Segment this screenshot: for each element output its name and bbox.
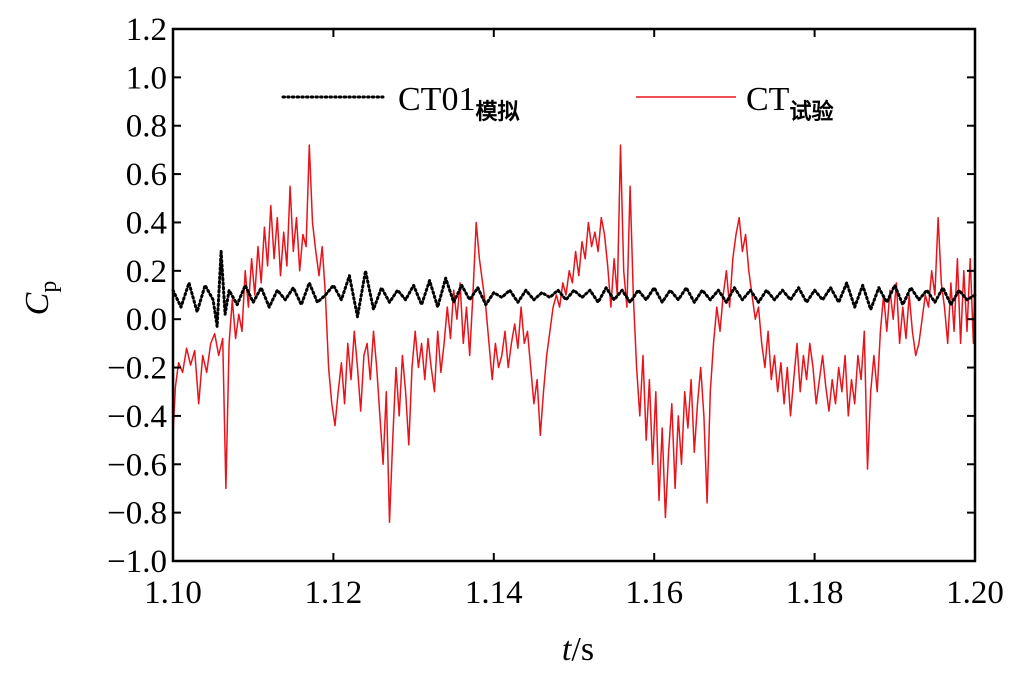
series-experiment-line [172,144,976,524]
legend: CT01模拟 CT试验 [281,81,833,125]
y-tick-label: 0.6 [126,157,167,193]
y-tick-label: 1.0 [126,60,167,96]
series-layer [171,144,977,524]
x-tick-label: 1.18 [786,575,844,611]
y-tick-label: 1.2 [126,12,167,48]
y-tick-label: −0.8 [107,496,167,532]
x-tick-label: 1.10 [144,575,202,611]
plot-frame [171,27,977,563]
series-simulation-line [171,250,977,328]
ticks-layer: 1.10 1.12 1.14 1.16 1.18 1.20 1.2 1.0 0.8 0.6 0.4 0… [107,12,1004,611]
y-tick-label: 0.8 [126,109,167,145]
y-tick-label: −0.6 [107,447,167,483]
x-tick-label: 1.12 [305,575,363,611]
y-axis-title: Cp [19,281,62,316]
x-tick-label: 1.14 [465,575,523,611]
y-tick-label: 0.4 [126,205,167,241]
legend-label-simulation: CT01模拟 [398,81,519,125]
y-tick-label: −0.2 [107,351,167,387]
x-tick-label: 1.20 [946,575,1004,611]
y-tick-label: −1.0 [107,544,167,580]
y-tick-label: 0.2 [126,254,167,290]
x-axis-title: t/s [562,631,594,668]
y-tick-label: −0.4 [107,399,167,435]
y-tick-label: 0.0 [126,302,167,338]
x-tick-label: 1.16 [625,575,683,611]
legend-label-experiment: CT试验 [746,81,833,125]
